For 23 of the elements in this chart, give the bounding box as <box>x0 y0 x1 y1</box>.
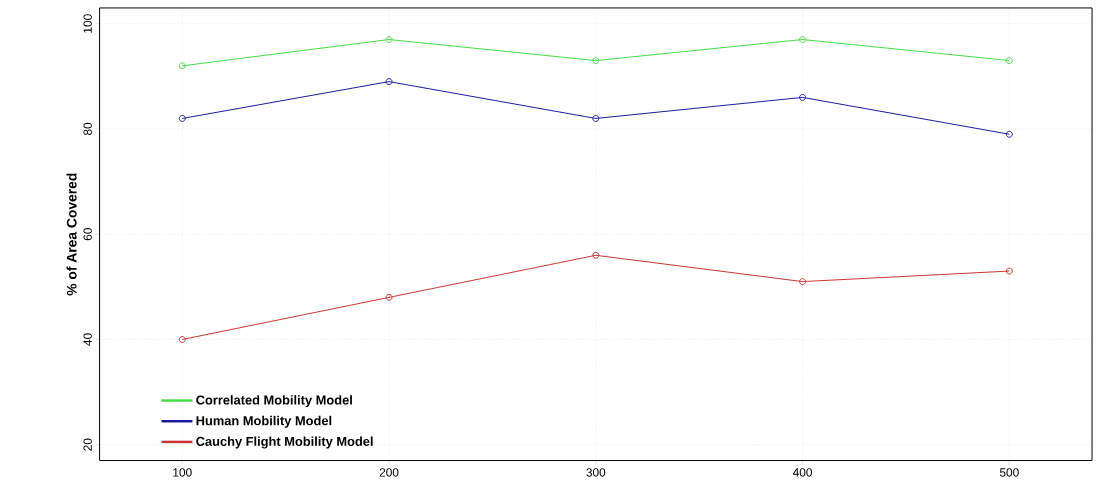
x-tick-label: 500 <box>999 468 1019 477</box>
legend-label: Cauchy Flight Mobility Model <box>196 436 373 449</box>
x-tick-label: 100 <box>173 468 192 477</box>
legend-label: Correlated Mobility Model <box>196 395 352 408</box>
y-tick-label: 60 <box>83 227 92 241</box>
y-tick-label: 100 <box>83 14 92 33</box>
point <box>592 114 600 122</box>
legend-label: Human Mobility Model <box>196 415 332 428</box>
x-tick-label: 200 <box>379 468 399 477</box>
y-axis-title: % of Area Covered <box>66 173 77 296</box>
x-tick-label: 300 <box>586 468 606 477</box>
y-tick-label: 40 <box>83 333 92 346</box>
y-tick-label: 20 <box>83 438 92 451</box>
point <box>799 278 807 285</box>
x-tick-label: 400 <box>792 468 812 477</box>
point <box>385 293 393 301</box>
point <box>799 35 807 43</box>
point <box>385 78 393 85</box>
point <box>385 35 393 43</box>
y-tick-label: 80 <box>83 122 92 135</box>
point <box>592 56 600 64</box>
point <box>799 93 807 101</box>
point <box>592 251 600 259</box>
